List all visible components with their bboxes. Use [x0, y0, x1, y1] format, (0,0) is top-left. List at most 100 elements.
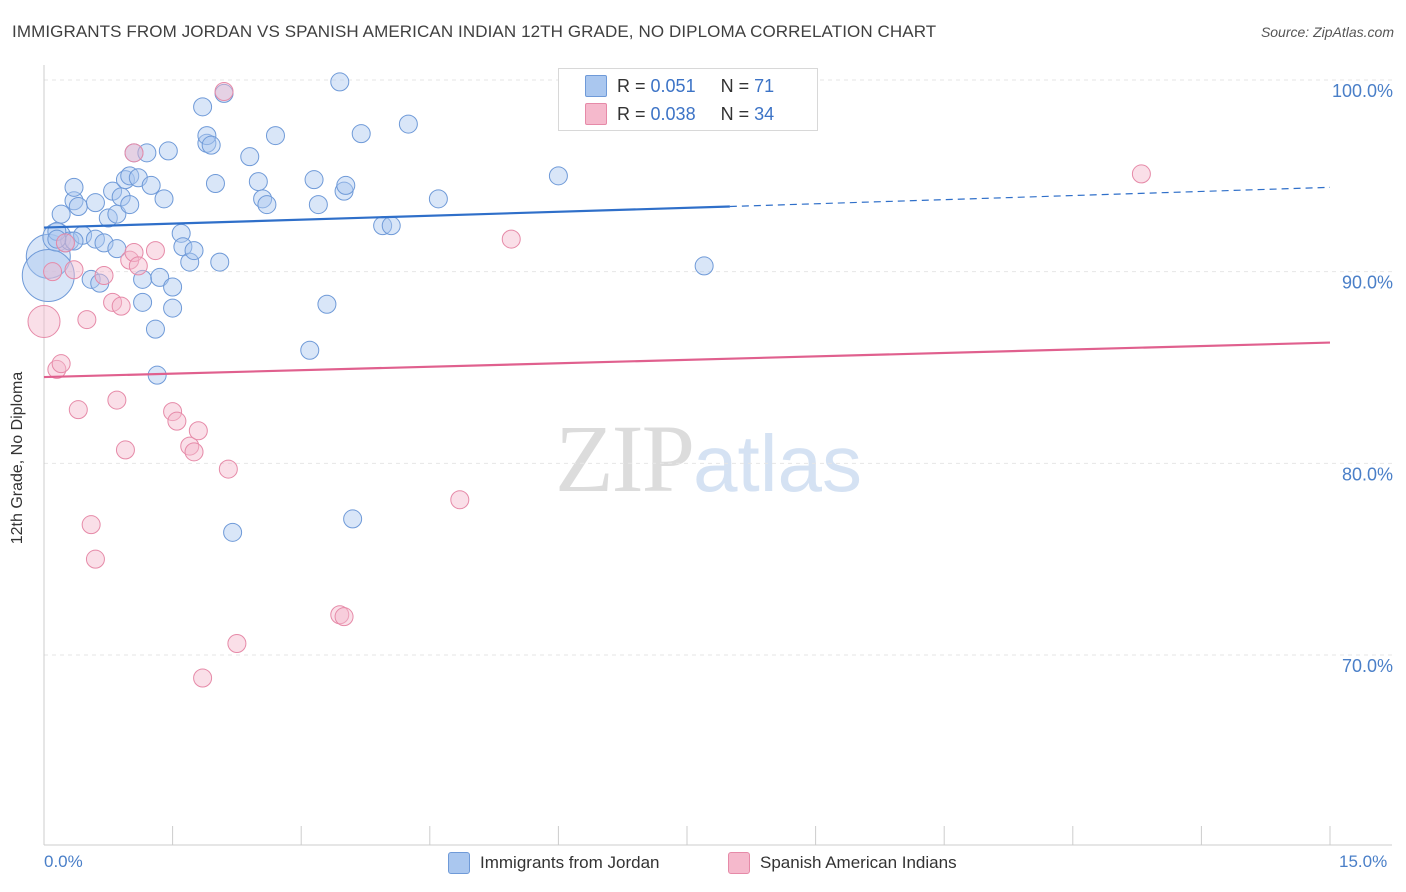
jordan-point — [248, 172, 268, 192]
x-tick-label-min: 0.0% — [44, 852, 83, 871]
jordan-point — [265, 126, 285, 146]
legend-item-spanish-american-indian[interactable]: Spanish American Indians — [728, 852, 957, 874]
spanish-american-indian-point — [111, 296, 131, 316]
spanish-american-indian-point — [227, 634, 247, 653]
jordan-point — [343, 509, 363, 529]
source-credit: Source: ZipAtlas.com — [1260, 24, 1394, 40]
grid-lines — [44, 79, 1392, 656]
n-label: N = — [720, 103, 750, 124]
spanish-american-indian-point — [107, 390, 127, 410]
legend-item-jordan[interactable]: Immigrants from Jordan — [448, 852, 660, 874]
n-label: N = — [720, 75, 750, 96]
jordan-point — [240, 147, 260, 167]
jordan-point — [150, 267, 170, 287]
legend-text-jordan: R = 0.051 N = 71 — [617, 76, 774, 97]
spanish-american-indian-trend-line — [43, 341, 1331, 379]
spanish-american-indian-point — [115, 440, 135, 460]
spanish-american-indian-point — [501, 229, 521, 249]
jordan-point — [193, 97, 213, 117]
axes — [43, 65, 1392, 846]
spanish-american-indian-point — [85, 549, 105, 569]
jordan-point — [85, 193, 105, 213]
jordan-point — [145, 319, 165, 339]
spanish-american-indian-point — [163, 402, 183, 422]
trend-lines — [43, 186, 1331, 379]
legend-swatch-blue — [585, 75, 607, 97]
y-tick-labels: 100.0% 90.0% 80.0% 70.0% — [1332, 81, 1393, 676]
spanish-american-indian-point — [27, 305, 61, 338]
r-label: R = — [617, 103, 646, 124]
jordan-point — [300, 340, 320, 360]
r-label: R = — [617, 75, 646, 96]
jordan-point — [398, 114, 418, 134]
x-tick-label-max: 15.0% — [1339, 852, 1388, 871]
jordan-point — [694, 256, 714, 276]
y-axis-title: 12th Grade, No Diploma — [9, 371, 26, 545]
jordan-point — [336, 175, 356, 195]
legend-swatch-pink — [585, 103, 607, 125]
spanish-american-indian-point — [81, 515, 101, 535]
r-value: 0.038 — [650, 103, 696, 124]
jordan-trend-line — [43, 205, 730, 229]
spanish-american-indian-point — [55, 233, 75, 253]
r-value: 0.051 — [650, 75, 696, 96]
jordan-point — [163, 298, 183, 318]
spanish-american-indian-point — [184, 442, 204, 462]
spanish-american-indian-point — [450, 490, 470, 510]
legend-text-spanish-american-indian: R = 0.038 N = 34 — [617, 104, 774, 125]
series-legend: Immigrants from Jordan Spanish American … — [0, 852, 1406, 878]
jordan-point — [51, 204, 71, 224]
spanish-american-indian-point — [128, 256, 148, 276]
correlation-legend: R = 0.051 N = 71 R = 0.038 N = 34 — [558, 68, 818, 131]
spanish-american-indian-point — [64, 260, 84, 280]
spanish-american-indian-point — [77, 310, 97, 330]
watermark-atlas: atlas — [693, 419, 862, 508]
jordan-point — [308, 195, 328, 215]
jordan-point — [158, 141, 178, 161]
spanish-american-indian-point — [218, 459, 238, 479]
jordan-point — [21, 249, 75, 302]
spanish-american-indian-point — [94, 266, 114, 285]
jordan-point — [64, 177, 84, 197]
spanish-american-indian-point — [334, 607, 354, 627]
spanish-american-indian-point — [51, 354, 71, 374]
jordan-point — [184, 241, 204, 261]
spanish-american-indian-point — [68, 400, 88, 420]
spanish-american-indian-point — [124, 143, 144, 163]
legend-swatch-pink — [728, 852, 750, 874]
legend-label-jordan: Immigrants from Jordan — [480, 853, 660, 872]
n-value: 71 — [754, 75, 775, 96]
jordan-point — [180, 252, 200, 272]
jordan-trend-extension — [729, 186, 1331, 208]
jordan-point — [548, 166, 568, 186]
legend-swatch-blue — [448, 852, 470, 874]
y-tick-label: 70.0% — [1342, 656, 1393, 676]
spanish-american-indian-point — [1131, 164, 1151, 184]
spanish-american-indian-point — [188, 421, 208, 441]
jordan-point — [317, 294, 337, 314]
spanish-american-indian-point — [167, 411, 187, 431]
series-jordan-points — [21, 72, 714, 542]
jordan-point — [223, 522, 243, 542]
watermark: ZIPatlas — [555, 403, 862, 514]
spanish-american-indian-point — [193, 668, 213, 688]
spanish-american-indian-point — [145, 241, 165, 261]
jordan-point — [94, 233, 114, 253]
jordan-point — [154, 189, 174, 209]
jordan-point — [330, 72, 350, 92]
jordan-point — [201, 135, 221, 155]
jordan-point — [141, 175, 161, 195]
jordan-point — [163, 277, 183, 297]
spanish-american-indian-point — [214, 82, 234, 101]
spanish-american-indian-point — [43, 262, 63, 282]
jordan-point — [257, 195, 277, 215]
y-tick-label: 90.0% — [1342, 273, 1393, 293]
chart-title: IMMIGRANTS FROM JORDAN VS SPANISH AMERIC… — [12, 22, 937, 41]
n-value: 34 — [754, 103, 775, 124]
jordan-point — [381, 216, 401, 236]
legend-label-spanish-american-indian: Spanish American Indians — [760, 853, 957, 872]
y-tick-label: 80.0% — [1342, 464, 1393, 484]
y-tick-label: 100.0% — [1332, 81, 1393, 101]
jordan-point — [197, 126, 217, 146]
